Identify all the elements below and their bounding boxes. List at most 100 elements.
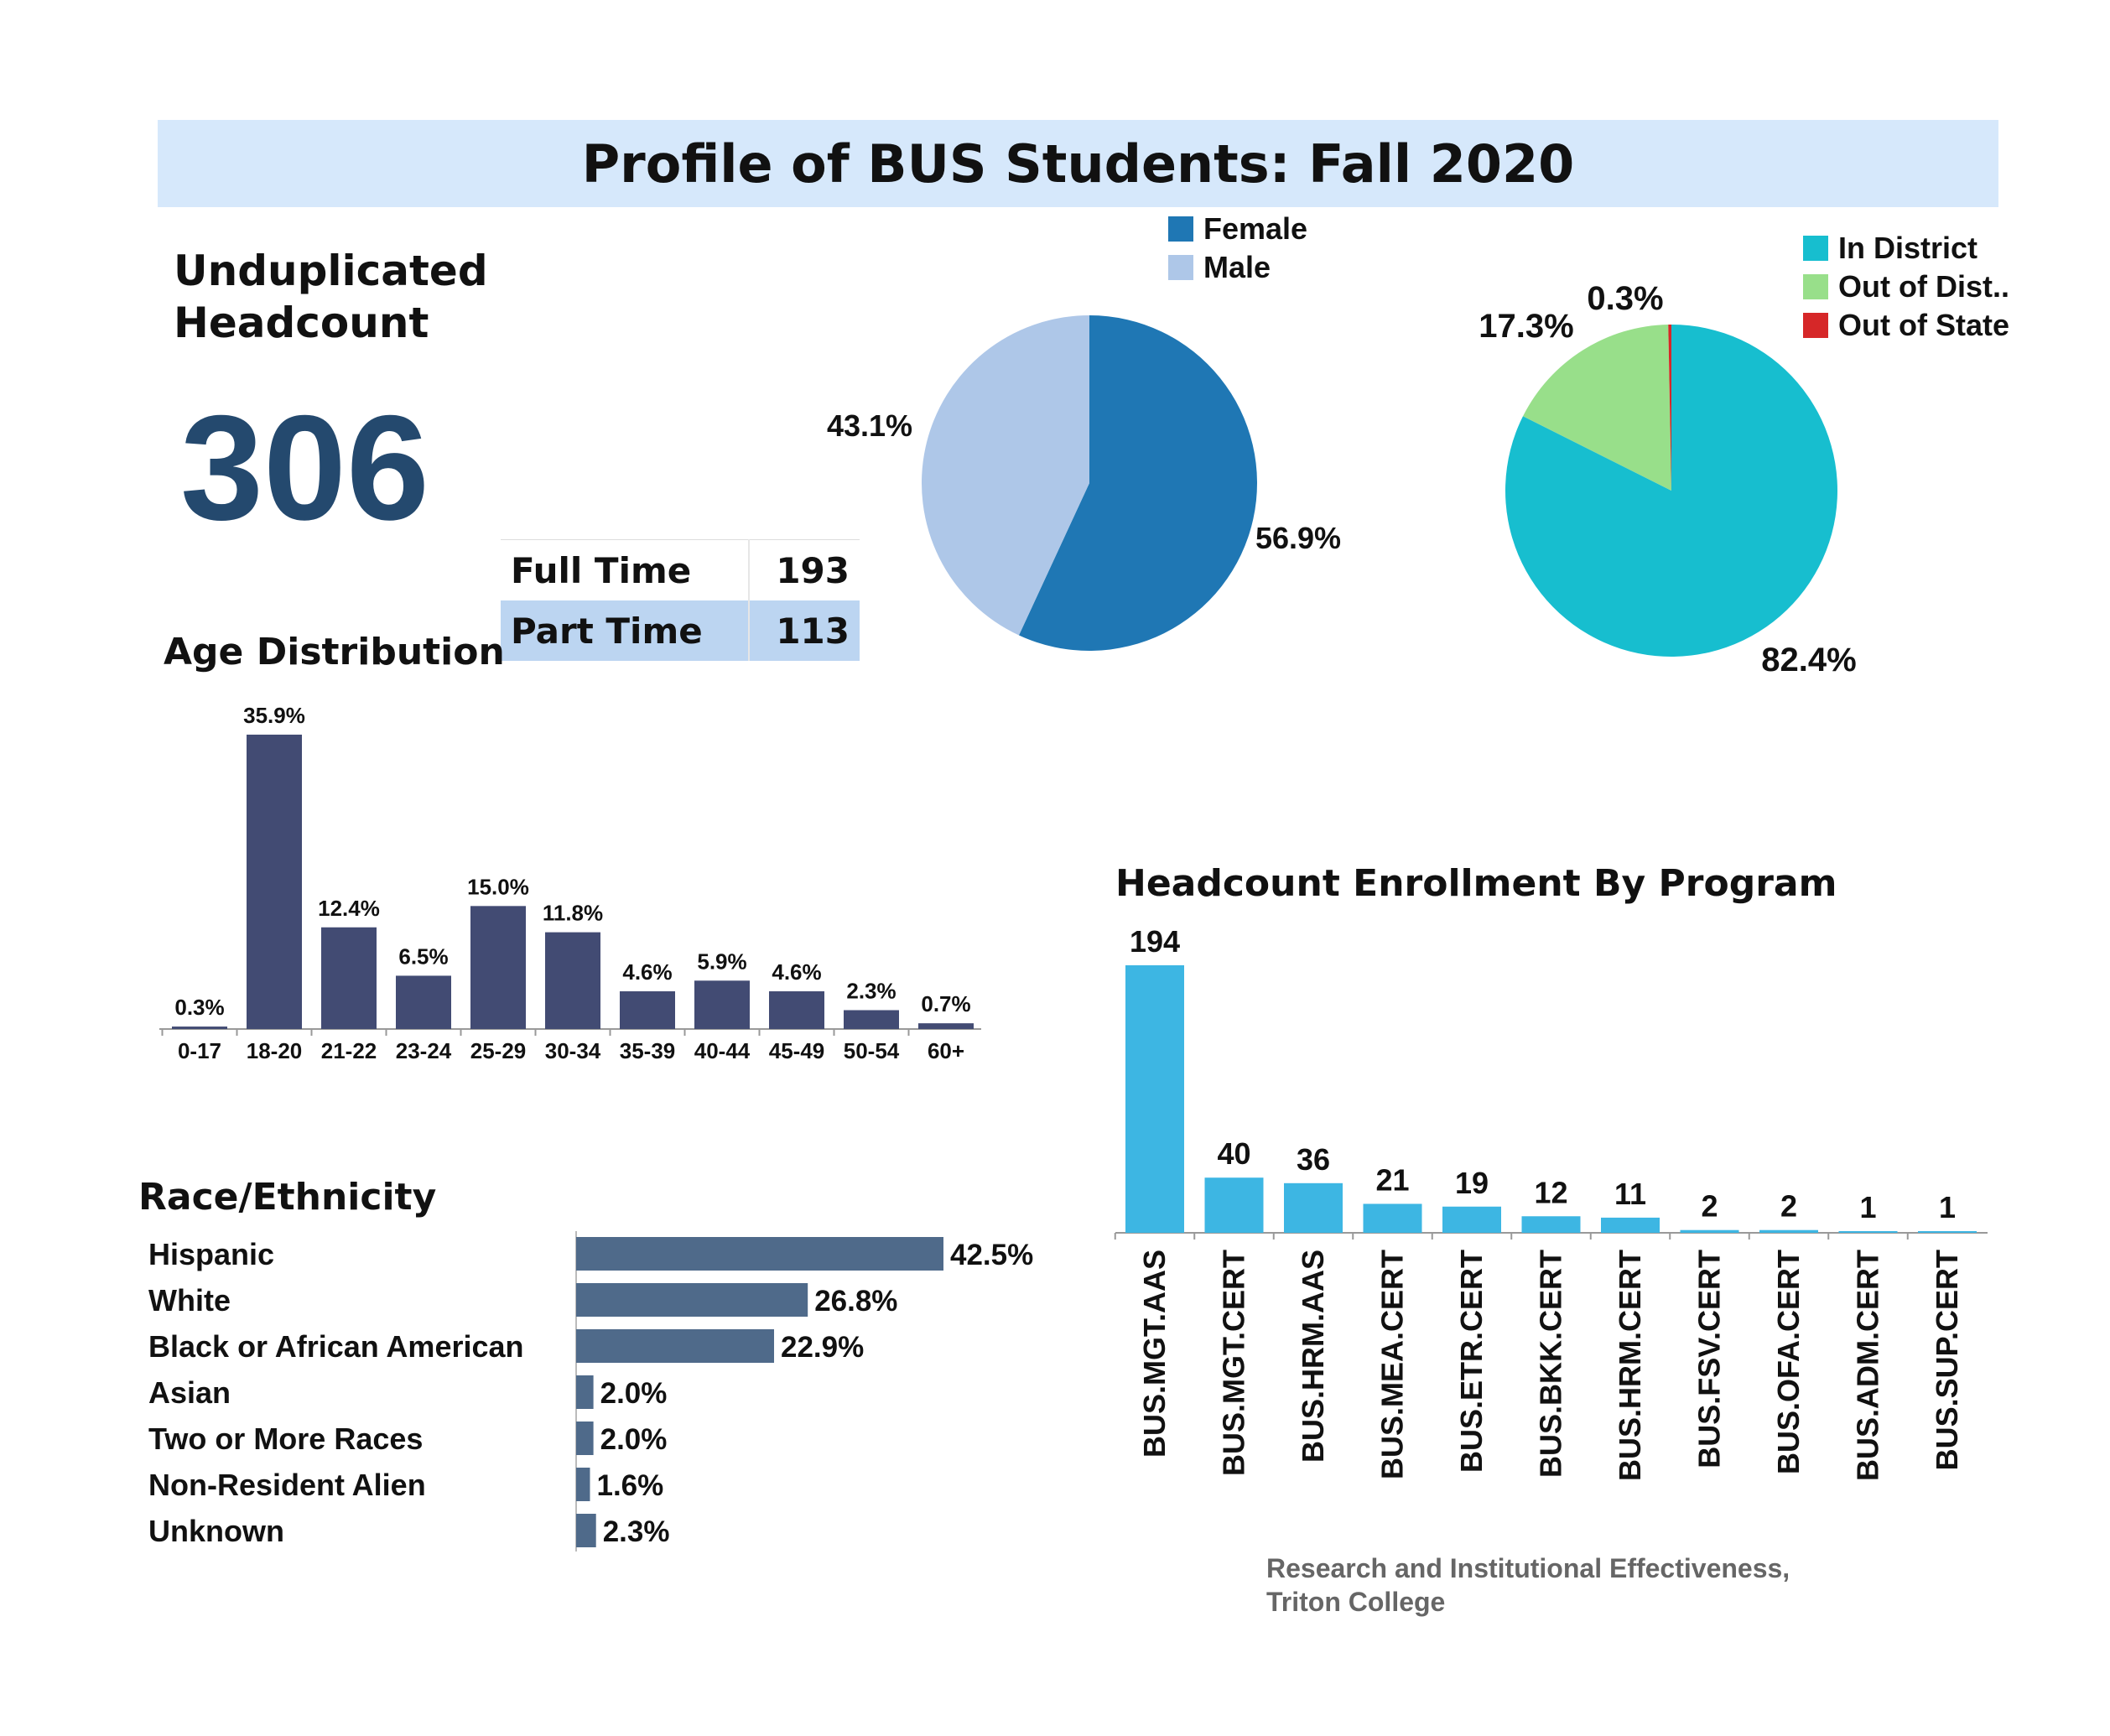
program-bar (1125, 965, 1184, 1233)
pie-label-out-of-district: 17.3% (1479, 308, 1573, 345)
age-tick-label: 18-20 (247, 1038, 303, 1063)
program-tick-label: BUS.SUP.CERT (1930, 1250, 1964, 1470)
age-tick-label: 60+ (928, 1038, 964, 1063)
age-bar (918, 1023, 974, 1029)
headcount-label-line1: Unduplicated (174, 247, 488, 295)
race-bar (576, 1283, 808, 1317)
program-bar-label: 2 (1780, 1189, 1797, 1224)
age-bar (620, 991, 675, 1029)
legend-item-out-of-district: Out of Dist.. (1803, 268, 2009, 306)
program-bar-label: 21 (1375, 1162, 1409, 1197)
race-bar-label: 2.0% (600, 1377, 668, 1410)
program-tick-label: BUS.ETR.CERT (1454, 1250, 1489, 1473)
age-tick-label: 30-34 (545, 1038, 601, 1063)
legend-label: Out of State (1838, 308, 2009, 342)
age-bar-label: 11.8% (543, 901, 603, 926)
age-tick-label: 45-49 (769, 1038, 825, 1063)
legend-swatch (1803, 274, 1828, 299)
age-bar-label: 12.4% (318, 896, 380, 921)
headcount-label: Unduplicated Headcount (174, 245, 488, 349)
age-bar-label: 4.6% (772, 959, 821, 985)
program-bar (1759, 1229, 1818, 1233)
gender-pie: 56.9% 43.1% (827, 315, 1341, 651)
program-bar-label: 12 (1534, 1175, 1567, 1209)
gender-legend: Female Male (1168, 210, 1307, 287)
pie-slice-out-of-state (1668, 325, 1671, 491)
age-bar (321, 927, 377, 1029)
age-tick-label: 35-39 (620, 1038, 676, 1063)
pie-label-male: 43.1% (827, 408, 912, 443)
program-tick-label: BUS.MGT.AAS (1137, 1250, 1172, 1458)
table-row: Part Time 113 (501, 600, 860, 661)
age-bar-label: 4.6% (622, 959, 672, 985)
age-bar-label: 2.3% (846, 979, 896, 1004)
program-bar (1363, 1203, 1422, 1233)
race-bar-label: 26.8% (814, 1285, 897, 1318)
age-bar-label: 0.7% (921, 991, 970, 1016)
age-bar (172, 1027, 227, 1029)
age-tick-label: 23-24 (396, 1038, 452, 1063)
pie-label-in-district: 82.4% (1761, 642, 1856, 678)
race-category-label: Unknown (148, 1514, 284, 1548)
program-tick-label: BUS.ADM.CERT (1851, 1250, 1885, 1481)
race-category-label: Non-Resident Alien (148, 1468, 426, 1502)
age-bar (247, 734, 302, 1029)
pie-slice-out-of-district (1523, 325, 1671, 491)
race-bar (576, 1422, 594, 1455)
program-bar (1521, 1216, 1581, 1233)
age-tick-label: 0-17 (178, 1038, 221, 1063)
race-section-title: Race/Ethnicity (138, 1176, 437, 1219)
full-time-label: Full Time (501, 539, 750, 600)
program-bar-label: 1 (1859, 1190, 1876, 1224)
race-category-label: Two or More Races (148, 1422, 423, 1456)
residency-legend: In District Out of Dist.. Out of State (1803, 229, 2009, 345)
race-category-label: Asian (148, 1375, 231, 1410)
age-bar (470, 906, 526, 1029)
footer-credit: Research and Institutional Effectiveness… (1266, 1551, 1790, 1619)
pie-slice-male (922, 315, 1089, 636)
legend-label: Out of Dist.. (1838, 269, 2009, 304)
race-category-label: Hispanic (148, 1237, 274, 1271)
pie-label-female: 56.9% (1255, 521, 1341, 555)
race-bar-label: 1.6% (596, 1469, 663, 1502)
race-category-label: Black or African American (148, 1329, 524, 1364)
age-bar (545, 932, 600, 1029)
program-bar-label: 40 (1217, 1136, 1250, 1171)
program-bar-label: 2 (1701, 1189, 1718, 1224)
legend-label: Female (1203, 211, 1308, 246)
program-bar-label: 1 (1939, 1190, 1956, 1224)
headcount-value: 306 (180, 384, 429, 551)
program-tick-label: BUS.BKK.CERT (1534, 1250, 1568, 1478)
footer-line2: Triton College (1266, 1587, 1446, 1617)
age-bar-label: 5.9% (697, 949, 746, 974)
race-bar-label: 2.3% (603, 1515, 670, 1548)
age-bar-label: 35.9% (243, 703, 305, 728)
age-bar (844, 1010, 899, 1029)
age-bar-label: 15.0% (467, 874, 529, 899)
legend-item-female: Female (1168, 210, 1307, 248)
legend-label: Male (1203, 250, 1271, 284)
legend-swatch (1803, 236, 1828, 261)
program-bar (1918, 1231, 1977, 1233)
part-time-label: Part Time (501, 600, 750, 661)
race-bar (576, 1329, 775, 1363)
race-bar (576, 1514, 596, 1547)
age-bar (694, 980, 750, 1029)
legend-swatch (1168, 255, 1193, 280)
program-tick-label: BUS.MGT.CERT (1217, 1250, 1251, 1476)
program-bar (1601, 1217, 1660, 1233)
program-bar-label: 194 (1130, 924, 1180, 959)
table-row: Full Time 193 (501, 539, 860, 600)
age-tick-label: 21-22 (321, 1038, 377, 1063)
legend-label: In District (1838, 231, 1978, 265)
part-time-value: 113 (748, 600, 860, 661)
pie-slice-in-district (1505, 325, 1838, 657)
enrollment-status-table: Full Time 193 Part Time 113 (501, 539, 860, 661)
age-bar-label: 0.3% (174, 995, 224, 1020)
footer-line1: Research and Institutional Effectiveness… (1266, 1553, 1790, 1583)
program-bar (1284, 1182, 1343, 1233)
program-bar (1204, 1177, 1264, 1233)
